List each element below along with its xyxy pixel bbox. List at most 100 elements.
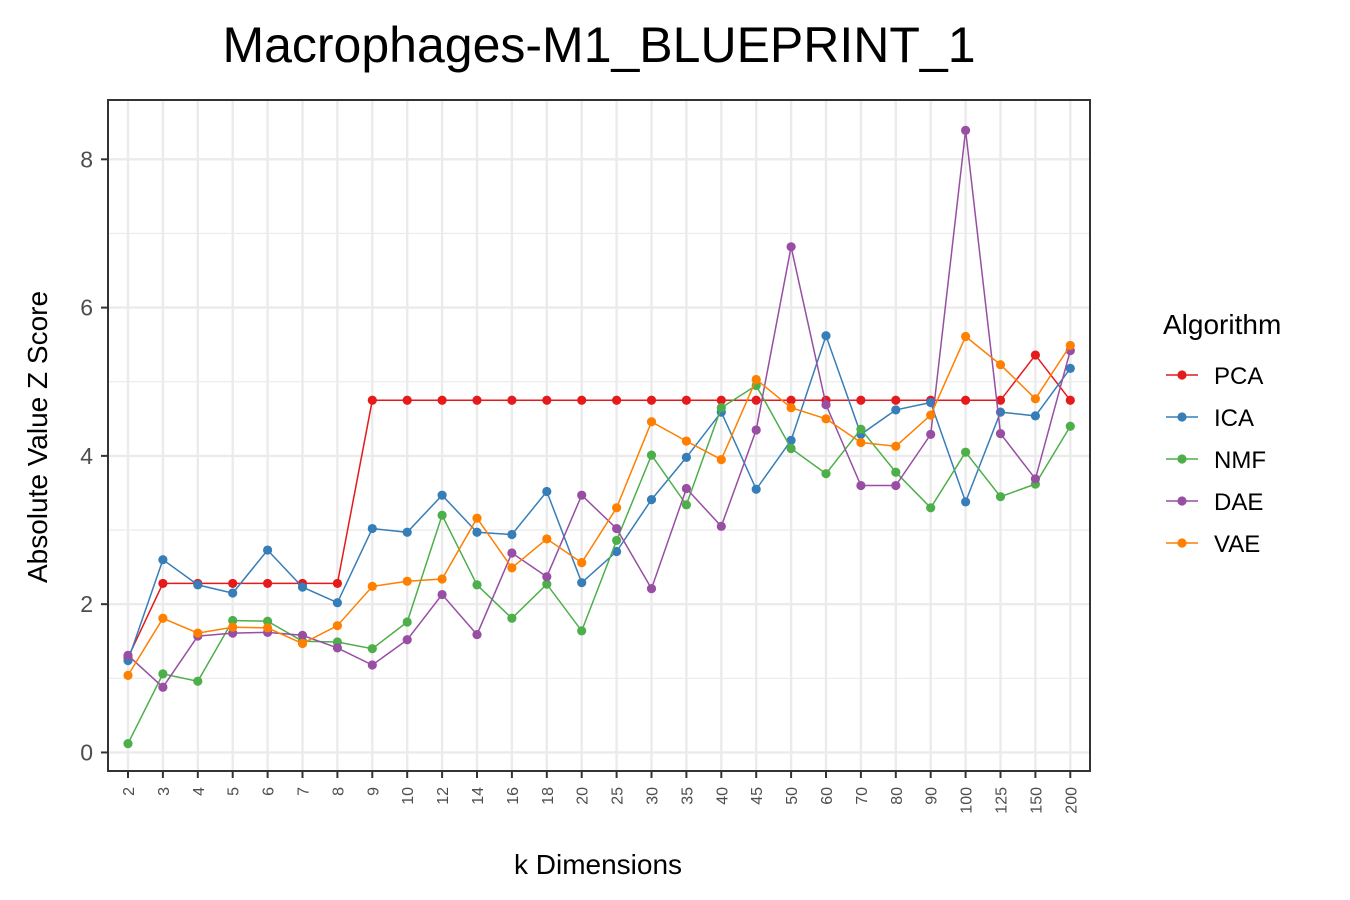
data-point-dae — [995, 429, 1006, 439]
legend-item-nmf: NMF — [1166, 447, 1266, 474]
data-point-vae — [263, 623, 273, 633]
data-point-ica — [472, 527, 482, 537]
legend-key-point — [1177, 454, 1187, 464]
x-tick-label: 12 — [435, 787, 452, 805]
data-point-nmf — [786, 443, 796, 454]
data-point-nmf — [193, 676, 203, 686]
data-point-ica — [891, 405, 901, 415]
data-point-vae — [193, 628, 203, 638]
y-tick-label: 4 — [80, 443, 93, 469]
data-point-dae — [507, 548, 517, 558]
data-point-dae — [716, 521, 726, 531]
legend-title: Algorithm — [1163, 309, 1281, 340]
x-tick-label: 40 — [714, 787, 731, 805]
data-point-vae — [751, 374, 761, 385]
data-point-vae — [507, 563, 517, 573]
x-tick-label: 6 — [261, 787, 278, 796]
data-point-nmf — [995, 492, 1006, 502]
series-line-pca — [127, 353, 1071, 658]
data-point-nmf — [507, 613, 517, 623]
data-point-vae — [716, 454, 726, 465]
data-point-nmf — [437, 510, 447, 520]
data-point-ica — [297, 582, 308, 592]
x-tick-label: 9 — [365, 787, 382, 796]
x-tick-label: 30 — [645, 787, 662, 805]
data-point-pca — [228, 578, 238, 589]
x-tick-label: 2 — [121, 787, 138, 796]
data-point-pca — [1030, 350, 1040, 360]
data-point-dae — [751, 425, 761, 435]
data-point-dae — [297, 630, 308, 640]
data-point-nmf — [681, 500, 692, 510]
x-tick-label: 4 — [191, 787, 208, 796]
data-point-vae — [402, 576, 412, 586]
data-point-ica — [437, 490, 447, 500]
x-tick-label: 60 — [819, 787, 836, 805]
data-point-ica — [332, 598, 342, 608]
panel-border — [107, 99, 1091, 772]
series-vae — [123, 331, 1075, 680]
data-point-nmf — [402, 617, 412, 627]
x-tick-label: 70 — [854, 787, 871, 805]
series-line-dae — [127, 130, 1072, 689]
data-point-vae — [367, 581, 377, 591]
data-point-nmf — [926, 503, 936, 513]
x-tick-label: 125 — [994, 787, 1011, 814]
y-axis-title: Absolute Value Z Score — [22, 291, 53, 583]
data-point-pca — [995, 395, 1006, 405]
data-point-pca — [786, 395, 796, 405]
data-point-pca — [542, 395, 552, 405]
data-point-pca — [402, 395, 412, 405]
data-point-vae — [1030, 394, 1040, 404]
x-tick-label: 150 — [1028, 787, 1045, 814]
data-point-pca — [961, 395, 971, 405]
data-point-pca — [1065, 395, 1075, 405]
data-point-pca — [856, 395, 866, 405]
data-point-vae — [1065, 340, 1075, 351]
data-point-nmf — [228, 615, 238, 626]
data-point-nmf — [158, 669, 168, 679]
data-point-pca — [716, 395, 726, 405]
data-point-dae — [332, 643, 342, 653]
data-point-ica — [402, 527, 412, 537]
data-point-vae — [437, 574, 447, 584]
legend-item-pca: PCA — [1166, 363, 1263, 390]
data-point-vae — [158, 613, 168, 623]
data-point-dae — [402, 635, 412, 645]
series-line-ica — [127, 333, 1071, 661]
data-point-vae — [577, 558, 587, 568]
x-tick-label: 8 — [330, 787, 347, 796]
data-point-nmf — [716, 403, 726, 413]
data-point-vae — [821, 414, 831, 424]
data-point-dae — [158, 682, 168, 692]
data-point-nmf — [577, 626, 587, 636]
data-point-nmf — [542, 579, 552, 589]
x-tick-label: 16 — [505, 787, 522, 805]
data-point-ica — [751, 484, 761, 494]
data-point-dae — [612, 523, 622, 534]
data-point-vae — [297, 638, 308, 649]
data-point-vae — [228, 622, 238, 632]
data-point-vae — [786, 403, 796, 413]
y-axis: 0 2 4 6 8 — [80, 146, 108, 765]
data-point-dae — [891, 480, 901, 491]
x-tick-label: 3 — [156, 787, 173, 796]
data-point-ica — [926, 397, 936, 408]
x-tick-label: 18 — [540, 787, 557, 805]
data-point-vae — [891, 441, 901, 451]
data-point-nmf — [263, 616, 273, 626]
legend-label: DAE — [1214, 489, 1263, 516]
data-point-dae — [367, 660, 377, 670]
data-point-dae — [123, 650, 133, 660]
data-point-nmf — [891, 467, 901, 477]
data-point-ica — [1065, 363, 1075, 373]
data-point-pca — [507, 395, 517, 405]
x-axis: 2 3 4 5 6 7 8 9 10 12 14 16 18 20 25 30 35 40 45 50 60 70 80 90… — [121, 771, 1080, 814]
data-point-ica — [646, 495, 657, 505]
data-point-vae — [926, 410, 936, 420]
legend-label: VAE — [1214, 531, 1260, 558]
data-point-pca — [367, 395, 377, 405]
data-point-ica — [263, 545, 273, 555]
x-tick-label: 10 — [400, 787, 417, 805]
